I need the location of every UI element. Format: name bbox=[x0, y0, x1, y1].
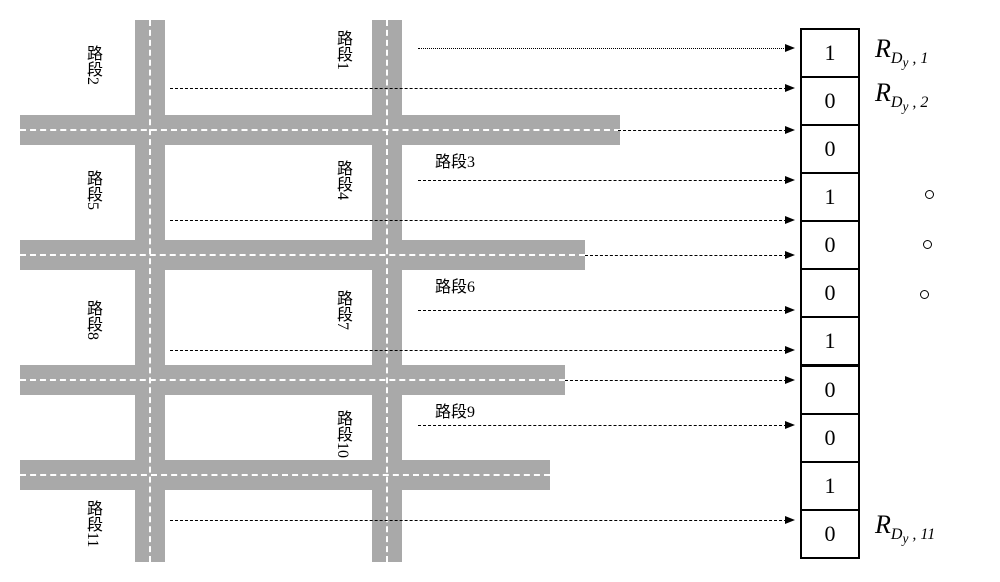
table-cell: 0 bbox=[802, 415, 858, 463]
r-label-2: RDy , 2 bbox=[875, 78, 928, 115]
label-seg2: 路段2 bbox=[80, 45, 104, 85]
arrow-2 bbox=[170, 88, 792, 89]
arrow-11 bbox=[170, 520, 792, 521]
r-symbol: R bbox=[875, 34, 891, 63]
label-seg1: 路段1 bbox=[330, 30, 354, 70]
label-seg10: 路段10 bbox=[330, 410, 354, 458]
label-seg4: 路段4 bbox=[330, 160, 354, 200]
lane-dash-h3 bbox=[20, 379, 565, 381]
arrow-9 bbox=[565, 380, 792, 381]
vector-table: 1 0 0 1 0 0 1 0 0 1 0 bbox=[800, 28, 860, 559]
lane-dash-h2 bbox=[20, 254, 585, 256]
arrow-3 bbox=[618, 130, 792, 131]
r-label-11: RDy , 11 bbox=[875, 510, 935, 547]
r-symbol: R bbox=[875, 78, 891, 107]
arrow-10 bbox=[418, 425, 792, 426]
table-cell: 1 bbox=[802, 463, 858, 511]
table-cell: 1 bbox=[802, 318, 858, 367]
arrow-5 bbox=[170, 220, 792, 221]
r-symbol: R bbox=[875, 510, 891, 539]
label-seg7: 路段7 bbox=[330, 290, 354, 330]
label-seg3: 路段3 bbox=[435, 148, 475, 172]
r-label-1: RDy , 1 bbox=[875, 34, 928, 71]
label-seg9: 路段9 bbox=[435, 398, 475, 422]
arrow-8 bbox=[170, 350, 792, 351]
table-cell: 0 bbox=[802, 126, 858, 174]
lane-dash-h1 bbox=[20, 129, 620, 131]
lane-dash-h4 bbox=[20, 474, 550, 476]
table-cell: 0 bbox=[802, 367, 858, 415]
table-cell: 0 bbox=[802, 222, 858, 270]
label-seg6: 路段6 bbox=[435, 273, 475, 297]
arrow-1 bbox=[418, 48, 792, 49]
table-cell: 0 bbox=[802, 78, 858, 126]
table-cell: 1 bbox=[802, 30, 858, 78]
table-cell: 1 bbox=[802, 174, 858, 222]
lane-dash-v2 bbox=[386, 20, 388, 562]
arrow-4 bbox=[418, 180, 792, 181]
arrow-6 bbox=[585, 255, 792, 256]
table-cell: 0 bbox=[802, 511, 858, 557]
ellipsis-dot bbox=[925, 190, 934, 199]
label-seg8: 路段8 bbox=[80, 300, 104, 340]
arrow-7 bbox=[418, 310, 792, 311]
table-cell: 0 bbox=[802, 270, 858, 318]
diagram-container: 路段2 路段1 路段5 路段4 路段8 路段7 路段11 路段10 路段3 路段… bbox=[20, 20, 980, 562]
label-seg11: 路段11 bbox=[80, 500, 104, 547]
lane-dash-v1 bbox=[149, 20, 151, 562]
label-seg5: 路段5 bbox=[80, 170, 104, 210]
ellipsis-dot bbox=[920, 290, 929, 299]
ellipsis-dot bbox=[923, 240, 932, 249]
